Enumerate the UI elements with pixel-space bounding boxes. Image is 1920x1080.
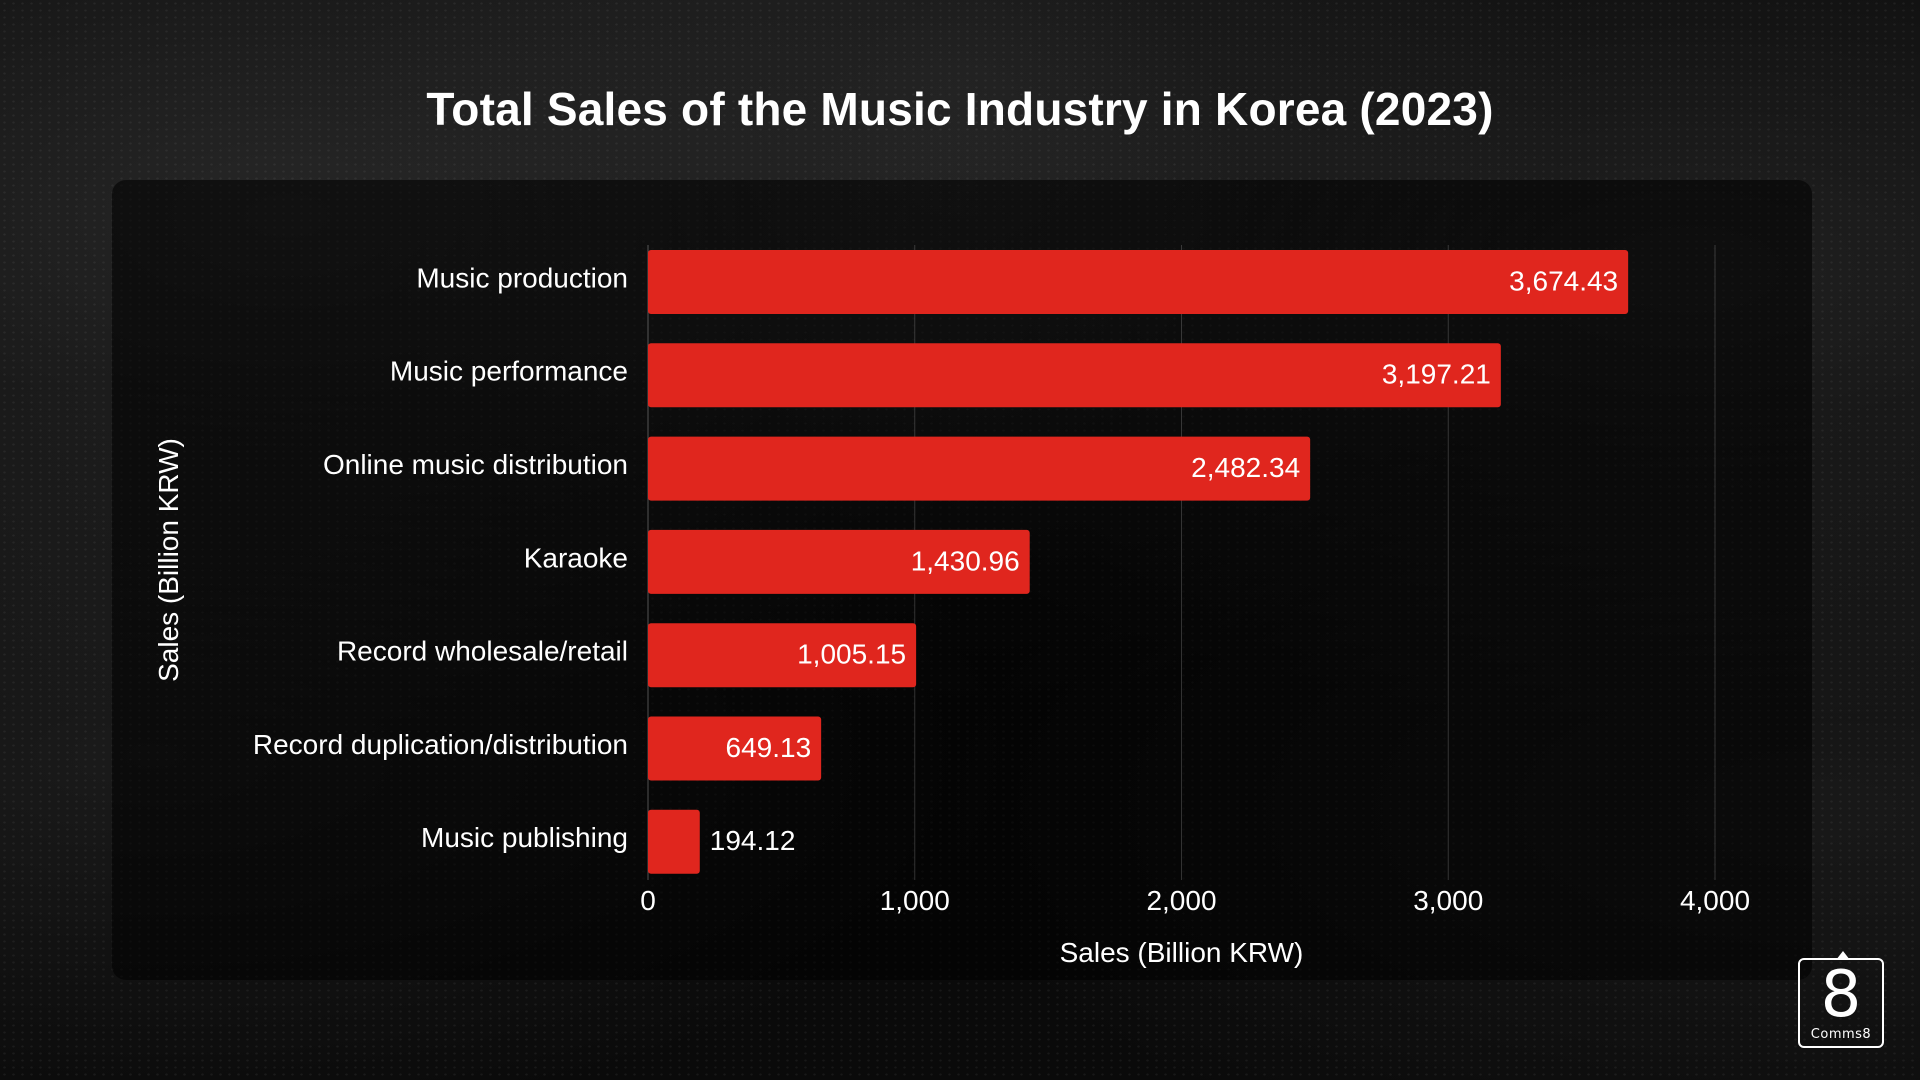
data-label: 194.12: [710, 825, 796, 856]
bar: [648, 623, 917, 688]
data-label: 1,430.96: [911, 545, 1020, 576]
category-label: Music performance: [390, 356, 628, 387]
y-axis-title: Sales (Billion KRW): [153, 438, 184, 682]
logo-text: Comms8: [1810, 1027, 1872, 1042]
x-axis-title: Sales (Billion KRW): [1060, 937, 1304, 968]
category-label: Record duplication/distribution: [253, 729, 628, 760]
category-label: Karaoke: [524, 542, 628, 573]
x-tick-label: 3,000: [1413, 885, 1483, 916]
logo-triangle-icon: [1836, 951, 1850, 960]
bar: [648, 250, 1629, 314]
chart-title: Total Sales of the Music Industry in Kor…: [426, 83, 1494, 135]
bar: [648, 716, 822, 781]
bar: [648, 343, 1501, 408]
data-label: 1,005.15: [797, 639, 906, 670]
data-label: 2,482.34: [1191, 452, 1300, 483]
data-label: 649.13: [726, 732, 812, 763]
x-tick-label: 2,000: [1146, 885, 1216, 916]
x-tick-label: 0: [640, 885, 656, 916]
logo-number: 8: [1820, 958, 1862, 1032]
x-tick-label: 4,000: [1680, 885, 1750, 916]
comms8-logo: 8 Comms8: [1798, 951, 1884, 1048]
category-label: Music publishing: [421, 822, 628, 853]
x-tick-label: 1,000: [880, 885, 950, 916]
bar: [648, 529, 1030, 594]
category-label: Online music distribution: [323, 449, 628, 480]
bar: [648, 436, 1311, 501]
data-label: 3,674.43: [1509, 265, 1618, 296]
data-label: 3,197.21: [1382, 359, 1491, 390]
category-label: Music production: [416, 262, 628, 293]
category-label: Record wholesale/retail: [337, 636, 628, 667]
bar: [648, 809, 700, 874]
